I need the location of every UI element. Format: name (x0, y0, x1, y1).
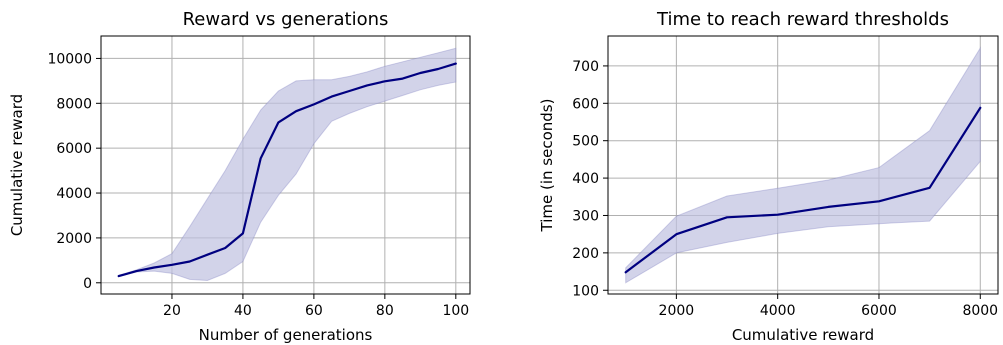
y-tick-label: 200 (572, 246, 599, 262)
y-tick-label: 400 (572, 171, 599, 187)
x-tick-label: 20 (163, 303, 181, 319)
x-tick-label: 6000 (861, 303, 897, 319)
y-tick-label: 10000 (47, 51, 92, 67)
x-tick-label: 4000 (760, 303, 796, 319)
y-tick-label: 6000 (56, 141, 92, 157)
y-axis-label: Time (in seconds) (538, 99, 556, 233)
plot-frame (607, 35, 999, 295)
chart-title: Time to reach reward thresholds (656, 9, 949, 30)
plot-frame (100, 35, 471, 295)
x-tick-label: 40 (234, 303, 252, 319)
confidence-band (625, 46, 981, 284)
x-axis-label: Cumulative reward (732, 326, 874, 344)
y-tick-label: 700 (572, 59, 599, 75)
x-tick-label: 60 (305, 303, 323, 319)
x-tick-label: 8000 (962, 303, 998, 319)
y-tick-label: 300 (572, 208, 599, 224)
y-tick-label: 500 (572, 134, 599, 150)
y-tick-label: 2000 (56, 231, 92, 247)
chart-time-to-reach-reward-thresholds: 2000 4000 6000 8000 100 200 300 400 500 600 700 Tim… (538, 9, 999, 344)
series-line (624, 106, 982, 274)
chart-title: Reward vs generations (183, 9, 389, 30)
y-axis-label: Cumulative reward (8, 94, 26, 236)
x-tick-label: 2000 (659, 303, 695, 319)
y-tick-label: 8000 (56, 96, 92, 112)
chart-reward-vs-generations: 20 40 60 80 100 0 2000 4000 6000 8000 10000 Reward … (8, 9, 471, 344)
y-tick-label: 0 (83, 276, 92, 292)
x-axis-label: Number of generations (199, 326, 373, 344)
y-tick-label: 600 (572, 96, 599, 112)
y-tick-label: 100 (572, 283, 599, 299)
x-tick-label: 80 (376, 303, 394, 319)
y-tick-label: 4000 (56, 186, 92, 202)
x-tick-label: 100 (442, 303, 469, 319)
confidence-band (118, 47, 457, 282)
series-line (117, 62, 457, 278)
